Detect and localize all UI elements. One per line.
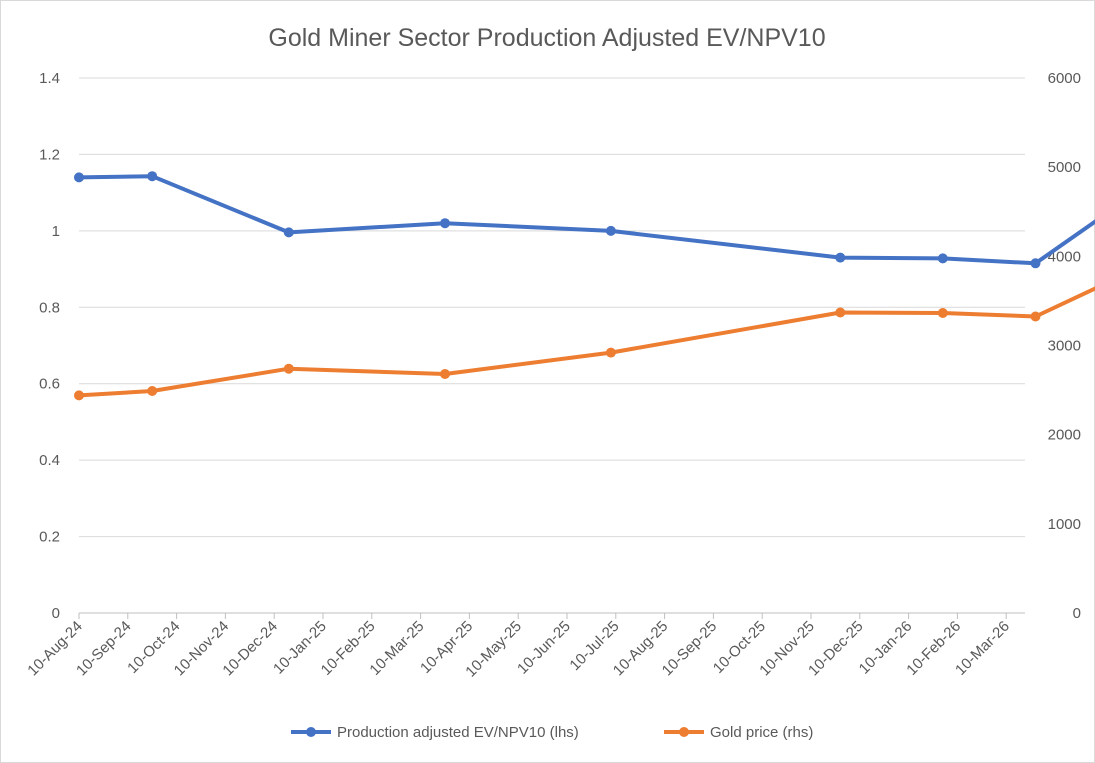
series-line	[77, 174, 1095, 266]
y-tick-label: 1	[52, 223, 60, 240]
data-point	[1030, 258, 1041, 269]
y-tick-label: 1.4	[39, 70, 60, 87]
legend-marker	[306, 727, 316, 737]
data-point	[835, 252, 846, 263]
series-1	[74, 171, 1095, 269]
y2-tick-label: 5000	[1048, 159, 1081, 176]
data-point	[74, 172, 84, 183]
data-point	[440, 218, 450, 229]
legend-label: Production adjusted EV/NPV10 (lhs)	[337, 724, 579, 741]
legend: Production adjusted EV/NPV10 (lhs) Gold p…	[291, 724, 813, 741]
y-tick-label: 0.8	[39, 299, 60, 316]
data-point	[283, 227, 294, 238]
legend-label: Gold price (rhs)	[710, 724, 813, 741]
y-tick-label: 0.4	[39, 452, 60, 469]
data-point	[147, 386, 158, 396]
legend-item: Production adjusted EV/NPV10 (lhs)	[291, 724, 579, 741]
data-point	[147, 171, 158, 182]
data-point	[835, 307, 846, 318]
chart-title: Gold Miner Sector Production Adjusted EV…	[268, 24, 825, 52]
series-layer	[74, 171, 1095, 401]
legend-item: Gold price (rhs)	[664, 724, 813, 741]
data-point	[1030, 311, 1041, 322]
y2-axis-ticks: 0 1000 2000 3000 4000 5000 6000	[1048, 70, 1081, 622]
y-tick-label: 0.6	[39, 376, 60, 393]
data-point	[937, 253, 948, 264]
y2-tick-label: 4000	[1048, 248, 1081, 265]
data-point	[440, 369, 450, 379]
data-point	[937, 308, 948, 318]
data-point	[605, 225, 616, 236]
gridlines	[79, 77, 1025, 538]
y2-tick-label: 2000	[1048, 427, 1081, 444]
data-point	[283, 363, 294, 374]
legend-marker	[679, 727, 689, 737]
y-tick-label: 0	[52, 605, 60, 622]
y2-tick-label: 0	[1073, 605, 1081, 622]
series-2	[74, 286, 1095, 401]
y-tick-label: 0.2	[39, 529, 60, 546]
series-line	[77, 286, 1095, 398]
y2-tick-label: 3000	[1048, 338, 1081, 355]
data-point	[605, 347, 616, 358]
y2-tick-label: 6000	[1048, 70, 1081, 87]
y2-tick-label: 1000	[1048, 516, 1081, 533]
y-tick-label: 1.2	[39, 146, 60, 163]
data-point	[74, 390, 84, 401]
y-axis-ticks: 0 0.2 0.4 0.6 0.8 1 1.2 1.4	[39, 70, 60, 622]
